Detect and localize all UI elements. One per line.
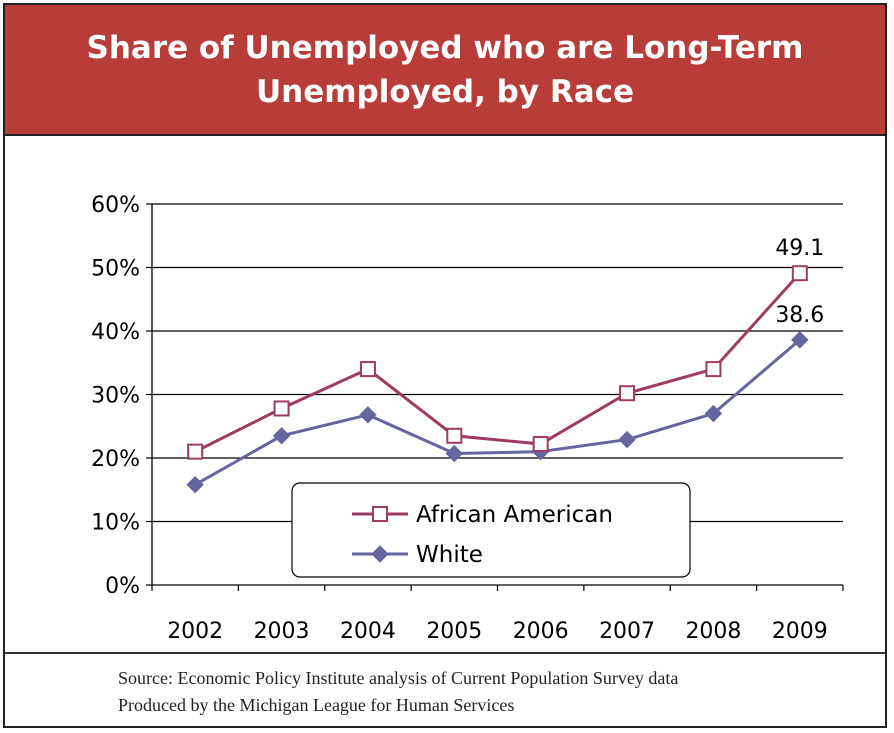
x-tick-label: 2004 <box>340 619 396 644</box>
data-label: 38.6 <box>775 303 824 328</box>
y-tick-label: 50% <box>91 257 140 282</box>
legend-label: African American <box>416 502 613 528</box>
gridlines <box>152 203 843 523</box>
data-point <box>619 385 636 402</box>
y-tick-label: 40% <box>91 320 140 345</box>
source-note: Source: Economic Policy Institute analys… <box>118 665 678 719</box>
x-tick-label: 2002 <box>167 619 223 644</box>
x-tick-label: 2007 <box>599 619 655 644</box>
legend-box <box>291 482 691 578</box>
legend-marker <box>372 506 388 522</box>
series-line <box>194 272 801 453</box>
data-point <box>791 331 809 349</box>
data-point <box>532 436 549 453</box>
x-tick-label: 2008 <box>685 619 741 644</box>
data-point <box>791 265 808 282</box>
legend-item: African American <box>352 502 613 528</box>
data-label: 49.1 <box>775 236 824 261</box>
legend-label: White <box>416 542 483 568</box>
legend-marker <box>371 545 389 563</box>
data-point <box>704 404 723 423</box>
x-tick-label: 2005 <box>426 619 482 644</box>
legend-item: White <box>352 542 483 568</box>
y-tick-label: 20% <box>91 447 140 472</box>
data-point <box>705 361 722 378</box>
data-point <box>187 443 204 460</box>
data-point <box>359 361 376 378</box>
title-banner: Share of Unemployed who are Long-Term Un… <box>3 3 887 136</box>
data-point <box>618 430 636 449</box>
data-point <box>445 444 464 463</box>
y-tick-label: 10% <box>91 511 140 536</box>
source-line: Source: Economic Policy Institute analys… <box>118 668 679 688</box>
data-point <box>446 427 463 444</box>
axes <box>146 203 844 591</box>
x-tick-label: 2009 <box>772 619 828 644</box>
data-point <box>359 406 377 424</box>
y-axis-tick-labels: 0% 10% 20% 30% 40% 50% 60% <box>91 193 140 599</box>
y-tick-label: 60% <box>91 193 140 218</box>
series-line <box>194 338 801 486</box>
data-point <box>272 427 291 445</box>
producer-line: Produced by the Michigan League for Huma… <box>118 695 515 715</box>
chart-title: Share of Unemployed who are Long-Term Un… <box>86 29 804 110</box>
data-point <box>186 475 204 494</box>
x-axis-tick-labels: 2002 2003 2004 2005 2006 2007 2008 2009 <box>167 619 828 644</box>
series-lines: 38.6 49.1 <box>186 236 824 494</box>
data-point <box>273 400 290 417</box>
y-tick-label: 30% <box>91 384 140 409</box>
legend: African American White <box>291 482 691 578</box>
x-tick-label: 2003 <box>254 619 310 644</box>
footer-divider <box>5 652 885 654</box>
series-african-american: 49.1 <box>187 236 824 460</box>
y-tick-label: 0% <box>105 574 140 599</box>
x-tick-label: 2006 <box>513 619 569 644</box>
